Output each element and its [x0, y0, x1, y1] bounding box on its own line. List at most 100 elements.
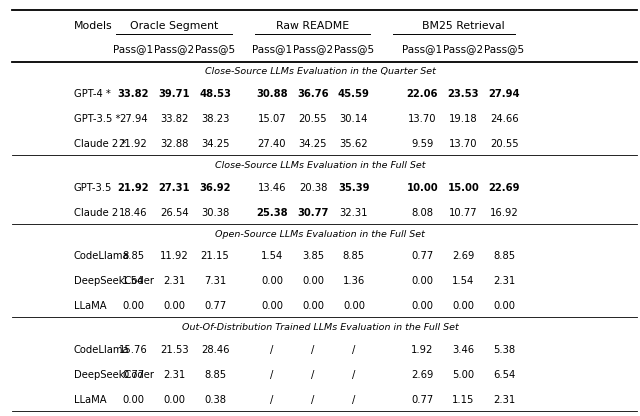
Text: 0.00: 0.00 [261, 301, 283, 311]
Text: LLaMA: LLaMA [74, 301, 106, 311]
Text: 0.00: 0.00 [412, 301, 433, 311]
Text: Pass@1: Pass@1 [403, 44, 442, 54]
Text: 7.31: 7.31 [204, 276, 226, 286]
Text: 0.00: 0.00 [493, 301, 515, 311]
Text: /: / [311, 345, 315, 355]
Text: 0.00: 0.00 [452, 301, 474, 311]
Text: Claude 2: Claude 2 [74, 208, 118, 218]
Text: /: / [311, 370, 315, 380]
Text: 16.92: 16.92 [490, 208, 518, 218]
Text: 3.46: 3.46 [452, 345, 474, 355]
Text: 36.76: 36.76 [297, 89, 329, 99]
Text: 34.25: 34.25 [201, 139, 229, 149]
Text: 30.88: 30.88 [256, 89, 288, 99]
Text: 2.69: 2.69 [412, 370, 433, 380]
Text: 8.85: 8.85 [204, 370, 226, 380]
Text: 36.92: 36.92 [199, 183, 231, 193]
Text: 23.53: 23.53 [447, 89, 479, 99]
Text: 8.08: 8.08 [412, 208, 433, 218]
Text: 33.82: 33.82 [160, 114, 188, 124]
Text: /: / [270, 370, 274, 380]
Text: 35.62: 35.62 [340, 139, 368, 149]
Text: 1.54: 1.54 [452, 276, 474, 286]
Text: 30.14: 30.14 [340, 114, 368, 124]
Text: 2.31: 2.31 [163, 370, 185, 380]
Text: Pass@5: Pass@5 [484, 44, 524, 54]
Text: 0.00: 0.00 [163, 301, 185, 311]
Text: 21.92: 21.92 [119, 139, 147, 149]
Text: Out-Of-Distribution Trained LLMs Evaluation in the Full Set: Out-Of-Distribution Trained LLMs Evaluat… [182, 323, 458, 332]
Text: DeepSeekCoder: DeepSeekCoder [74, 370, 154, 380]
Text: Pass@2: Pass@2 [154, 44, 194, 54]
Text: 1.36: 1.36 [343, 276, 365, 286]
Text: 19.18: 19.18 [449, 114, 477, 124]
Text: LLaMA: LLaMA [74, 395, 106, 405]
Text: /: / [352, 370, 356, 380]
Text: 15.00: 15.00 [447, 183, 479, 193]
Text: 0.00: 0.00 [302, 276, 324, 286]
Text: 20.55: 20.55 [490, 139, 518, 149]
Text: 2.69: 2.69 [452, 251, 474, 261]
Text: Pass@5: Pass@5 [334, 44, 374, 54]
Text: 0.00: 0.00 [343, 301, 365, 311]
Text: 0.00: 0.00 [122, 395, 144, 405]
Text: 8.85: 8.85 [493, 251, 515, 261]
Text: Close-Source LLMs Evaluation in the Full Set: Close-Source LLMs Evaluation in the Full… [215, 161, 425, 170]
Text: 45.59: 45.59 [338, 89, 370, 99]
Text: /: / [270, 395, 274, 405]
Text: 39.71: 39.71 [158, 89, 190, 99]
Text: GPT-3.5: GPT-3.5 [74, 183, 112, 193]
Text: 0.00: 0.00 [122, 301, 144, 311]
Text: /: / [352, 395, 356, 405]
Text: 22.06: 22.06 [406, 89, 438, 99]
Text: 5.38: 5.38 [493, 345, 515, 355]
Text: 28.46: 28.46 [201, 345, 229, 355]
Text: 21.53: 21.53 [160, 345, 188, 355]
Text: 27.94: 27.94 [488, 89, 520, 99]
Text: 3.85: 3.85 [302, 251, 324, 261]
Text: /: / [311, 395, 315, 405]
Text: 27.31: 27.31 [158, 183, 190, 193]
Text: 21.15: 21.15 [201, 251, 229, 261]
Text: 8.85: 8.85 [343, 251, 365, 261]
Text: 38.23: 38.23 [201, 114, 229, 124]
Text: 13.70: 13.70 [449, 139, 477, 149]
Text: 2.31: 2.31 [493, 395, 515, 405]
Text: Raw README: Raw README [276, 21, 349, 31]
Text: 15.76: 15.76 [119, 345, 147, 355]
Text: 0.00: 0.00 [261, 276, 283, 286]
Text: 30.77: 30.77 [297, 208, 329, 218]
Text: Models: Models [74, 21, 112, 31]
Text: /: / [352, 345, 356, 355]
Text: Pass@2: Pass@2 [444, 44, 483, 54]
Text: 30.38: 30.38 [201, 208, 229, 218]
Text: Pass@2: Pass@2 [293, 44, 333, 54]
Text: 35.39: 35.39 [338, 183, 370, 193]
Text: Open-Source LLMs Evaluation in the Full Set: Open-Source LLMs Evaluation in the Full … [215, 230, 425, 239]
Text: 33.82: 33.82 [117, 89, 149, 99]
Text: 0.77: 0.77 [204, 301, 226, 311]
Text: 0.77: 0.77 [412, 251, 433, 261]
Text: 27.40: 27.40 [258, 139, 286, 149]
Text: 15.07: 15.07 [258, 114, 286, 124]
Text: 20.55: 20.55 [299, 114, 327, 124]
Text: 32.31: 32.31 [340, 208, 368, 218]
Text: 1.54: 1.54 [261, 251, 283, 261]
Text: 0.77: 0.77 [412, 395, 433, 405]
Text: 27.94: 27.94 [119, 114, 147, 124]
Text: 13.46: 13.46 [258, 183, 286, 193]
Text: 0.00: 0.00 [163, 395, 185, 405]
Text: 9.59: 9.59 [412, 139, 433, 149]
Text: Pass@1: Pass@1 [252, 44, 292, 54]
Text: 48.53: 48.53 [199, 89, 231, 99]
Text: 1.54: 1.54 [122, 276, 144, 286]
Text: 0.00: 0.00 [412, 276, 433, 286]
Text: 11.92: 11.92 [160, 251, 188, 261]
Text: 2.31: 2.31 [163, 276, 185, 286]
Text: 21.92: 21.92 [117, 183, 149, 193]
Text: GPT-3.5 *: GPT-3.5 * [74, 114, 120, 124]
Text: 0.77: 0.77 [122, 370, 144, 380]
Text: Pass@1: Pass@1 [113, 44, 153, 54]
Text: 18.46: 18.46 [119, 208, 147, 218]
Text: GPT-4 *: GPT-4 * [74, 89, 111, 99]
